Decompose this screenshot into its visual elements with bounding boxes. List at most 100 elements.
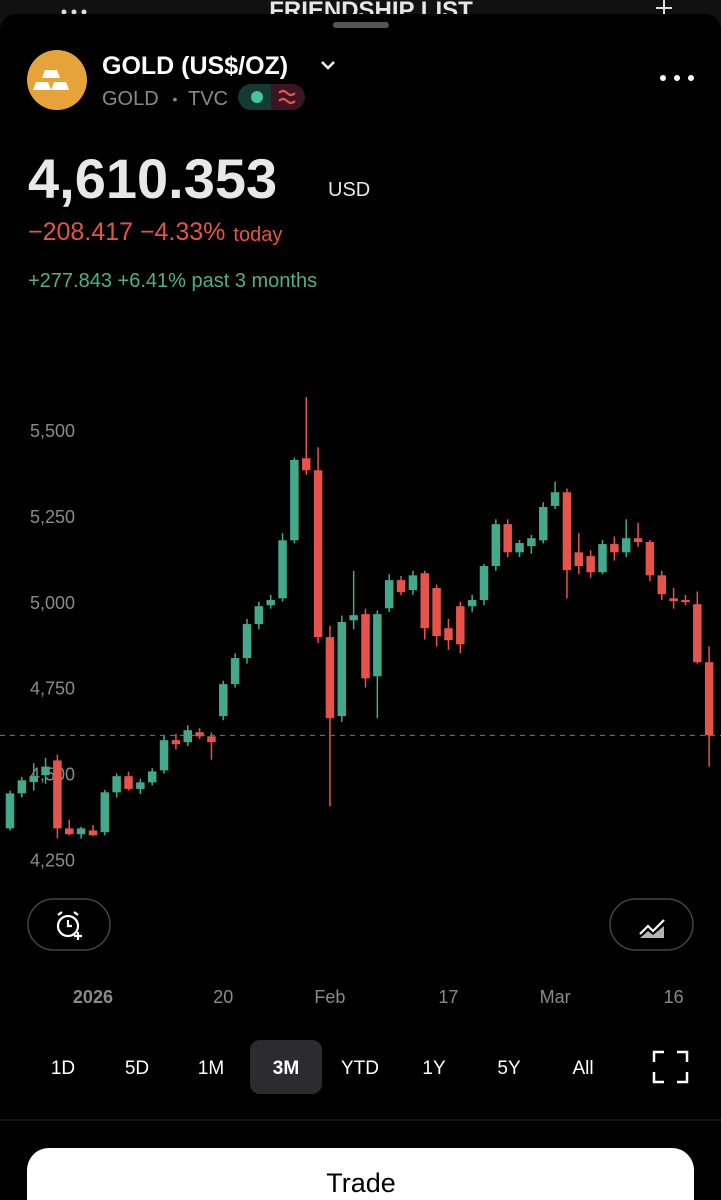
candlestick-chart: 5,500 5,250 5,000 4,750 4,500 4,250 2026 20 Feb 1… [0,397,721,1007]
candle-body [456,606,465,645]
trade-button[interactable] [27,1148,694,1200]
candle-body [278,540,287,599]
x-tick-label: Mar [540,987,571,1007]
candle-body [361,614,370,679]
candle-body [41,766,50,776]
y-tick-label: 5,000 [30,593,75,613]
y-tick-label: 4,250 [30,850,75,870]
sheet-handle[interactable] [333,22,389,28]
candle-body [219,684,228,717]
candle-body [384,580,394,609]
range-option[interactable]: 1Y [422,1058,446,1079]
candle-body [136,782,145,789]
range-option[interactable]: 5Y [497,1058,521,1079]
y-tick-label: 5,500 [30,421,75,441]
candle-body [432,588,441,637]
candle-body [242,624,252,659]
x-tick-label: 16 [664,987,684,1007]
candle-body [100,792,110,833]
candle-body [396,580,406,593]
candle-body [325,637,335,719]
behind-add [656,0,672,16]
candle-body [598,544,607,573]
candle-body [657,575,666,595]
candle-body [53,760,62,829]
candle-body [539,506,548,541]
fullscreen-button[interactable] [652,1050,689,1084]
candle-body [207,736,216,743]
trade-label[interactable]: Trade [326,1168,396,1198]
candle-body [467,600,477,607]
candle-body [681,600,690,603]
indicator-button[interactable] [609,898,694,951]
candle-body [574,552,584,567]
candle-body [337,622,347,717]
candle-body [254,606,264,625]
candle-body [669,598,678,602]
change-today: −208.417 −4.33% [28,218,225,246]
gold-icon [27,50,87,110]
exchange: TVC [188,88,228,110]
range-option[interactable]: 1M [198,1058,224,1079]
candle-body [527,538,536,547]
candle-body [112,776,121,793]
chevron[interactable] [321,61,335,70]
candle-body [266,600,275,606]
symbol: GOLD [102,88,159,110]
candle-body [562,492,572,571]
candle-body [313,470,323,638]
candle-body [479,566,489,601]
candle-body [195,732,204,737]
instrument-name[interactable]: GOLD (US$/OZ) [102,52,288,80]
alert-button[interactable] [27,898,111,951]
candle-body [183,730,192,743]
candle-body [349,615,358,621]
candle-body [444,628,453,641]
candle-body [373,614,382,677]
candle-body [550,492,560,506]
candle-body [420,573,429,629]
change-period: +277.843 +6.41% past 3 months [28,270,317,292]
x-tick-label: 17 [438,987,458,1007]
candle-body [29,776,38,783]
candle-body [610,544,619,553]
range-option[interactable]: YTD [341,1058,379,1079]
range-option[interactable]: 5D [125,1058,149,1079]
more-menu[interactable] [660,75,694,81]
separator: • [173,91,178,107]
range-selector: 1D 5D 1M 3M YTD 1Y 5Y All [51,1040,594,1094]
candle-body [65,828,74,835]
range-option[interactable]: 3M [273,1058,299,1079]
candle-body [124,776,133,789]
range-selected-bg [250,1040,322,1094]
candle-body [515,543,524,553]
candle-body [159,740,169,771]
candle-body [408,575,418,591]
y-tick-label: 4,500 [30,764,75,784]
candle-body [621,538,631,553]
today-label: today [233,224,282,246]
x-tick-label: Feb [314,987,345,1007]
y-tick-label: 4,750 [30,679,75,699]
candle-body [230,658,240,685]
candle-body [171,740,181,745]
x-tick-label: 2026 [73,987,113,1007]
candle-body [76,828,86,835]
candle-body [633,538,643,543]
price: 4,610.353 [28,147,277,210]
candle-body [290,459,299,541]
candle-body [693,604,702,663]
status-badge [238,84,305,110]
candle-body [17,780,27,794]
range-option[interactable]: 1D [51,1058,75,1079]
range-option[interactable]: All [572,1058,593,1079]
candle-body [503,524,512,553]
candle-body [586,556,595,573]
candle-body [704,662,714,736]
candle-body [491,524,501,567]
candle-body [645,542,655,576]
sheet [0,14,721,1200]
currency: USD [328,179,370,201]
